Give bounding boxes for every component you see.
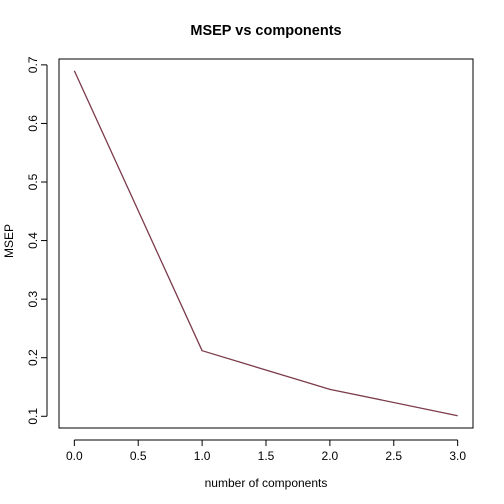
chart-title: MSEP vs components: [190, 23, 341, 39]
y-tick-label: 0.4: [26, 232, 40, 249]
series-line: [73, 70, 458, 417]
x-tick-label: 1.5: [258, 449, 275, 463]
x-tick-label: 2.5: [385, 449, 402, 463]
x-axis-label: number of components: [205, 476, 328, 490]
plot-area: 0.0 0.5 1.0 1.5 2.0 2.5 3.0 0.1 0.2 0.3 0.4 0.5 0.6 0…: [26, 56, 474, 463]
y-tick-label: 0.1: [26, 408, 40, 425]
x-tick-label: 0.5: [130, 449, 147, 463]
y-tick-label: 0.3: [26, 290, 40, 307]
y-tick-label: 0.6: [26, 115, 40, 132]
x-tick-label: 2.0: [322, 449, 339, 463]
y-tick-label: 0.2: [26, 349, 40, 366]
x-tick-label: 1.0: [194, 449, 211, 463]
plot-frame: [58, 58, 474, 429]
y-tick-label: 0.7: [26, 56, 40, 73]
x-tick-label: 0.0: [66, 449, 83, 463]
x-tick-label: 3.0: [449, 449, 466, 463]
y-axis-label: MSEP: [2, 224, 16, 258]
y-tick-label: 0.5: [26, 173, 40, 190]
